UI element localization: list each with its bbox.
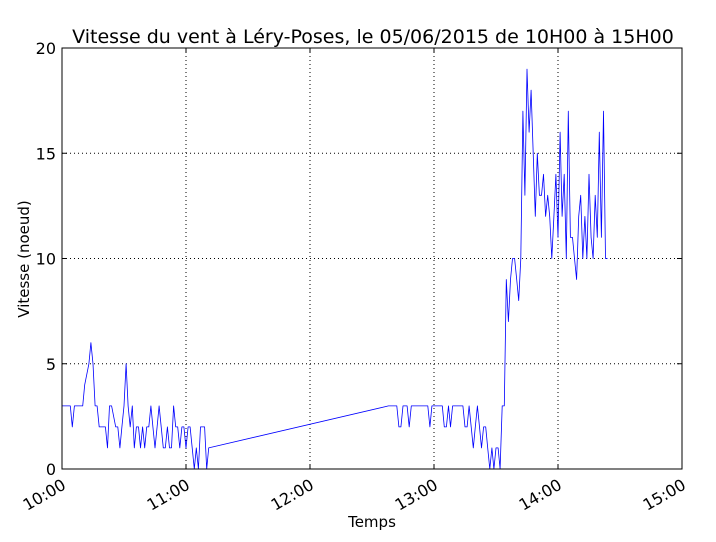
y-tick-label: 20 <box>36 39 56 58</box>
y-tick-label: 10 <box>36 250 56 269</box>
y-tick-label: 15 <box>36 144 56 163</box>
grid <box>62 48 682 469</box>
plot-area <box>62 68 608 470</box>
y-axis-label: Vitesse (noeud) <box>15 200 33 317</box>
wind-speed-line <box>62 68 608 470</box>
y-tick-label: 5 <box>46 355 56 374</box>
x-axis-label: Temps <box>347 513 396 531</box>
chart-title: Vitesse du vent à Léry-Poses, le 05/06/2… <box>72 26 674 48</box>
y-tick-label: 0 <box>46 460 56 479</box>
